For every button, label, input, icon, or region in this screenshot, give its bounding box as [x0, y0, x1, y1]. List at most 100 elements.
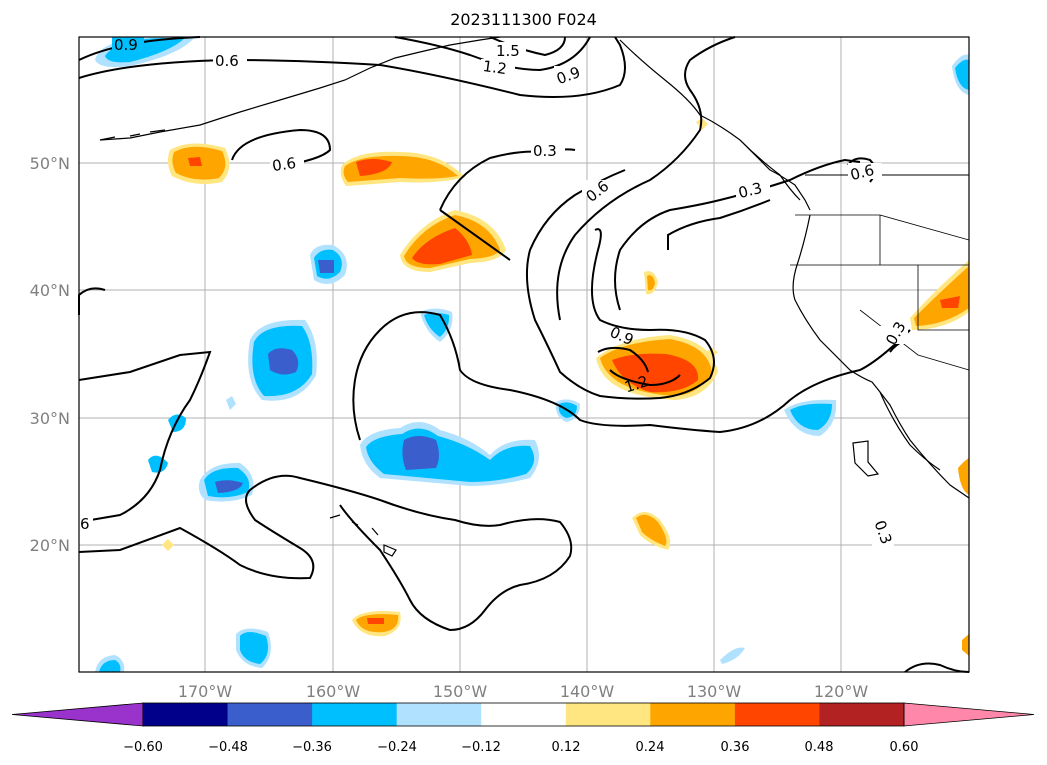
colorbar-tick-label: −0.36 [292, 740, 332, 755]
colorbar-tick-label: 0.12 [552, 740, 581, 755]
map-frame [78, 36, 970, 673]
label-backdrop [270, 155, 304, 171]
colorbar-tick-label: 0.36 [721, 740, 750, 755]
contour-label: 0.6 [215, 52, 239, 70]
contour-label: 0.6 [271, 154, 297, 175]
colorbar-swatch [227, 703, 313, 726]
colorbar-swatch [819, 703, 905, 726]
colorbar-tick-label: −0.60 [123, 740, 163, 755]
positive-anomaly [162, 539, 174, 551]
colorbar-swatches [11, 702, 1035, 727]
map-title: 2023111300 F024 [450, 10, 597, 29]
contours [78, 36, 970, 673]
gridlines [79, 37, 969, 672]
latitude-labels: 50°N 40°N 30°N 20°N [30, 154, 70, 555]
contour-label: 0.6 [848, 161, 876, 184]
label-backdrop [554, 66, 586, 82]
positive-anomaly [356, 159, 392, 176]
latitude-label: 30°N [30, 409, 70, 428]
contour-line [439, 209, 511, 261]
contour-line [667, 199, 771, 250]
contour-label: 1.5 [496, 42, 520, 60]
colorbar-extend-max [903, 702, 1035, 727]
positive-anomaly [958, 458, 969, 495]
negative-anomaly [168, 414, 186, 432]
longitude-label: 120°W [814, 682, 869, 701]
colorbar-frame [142, 702, 905, 727]
label-backdrop [876, 326, 908, 344]
label-backdrop [481, 59, 515, 75]
colorbar-tick-label: 0.24 [636, 740, 665, 755]
longitude-label: 150°W [433, 682, 488, 701]
canada-coastline [739, 139, 811, 211]
negative-anomaly [240, 632, 268, 664]
longitude-label: 170°W [178, 682, 233, 701]
negative-anomaly [148, 455, 168, 473]
negative-anomaly [790, 403, 832, 430]
aleutian-islands [99, 129, 166, 141]
contour-line [78, 474, 573, 632]
colorbar-tick-label: −0.12 [461, 740, 501, 755]
contour-label: 1.2 [482, 57, 508, 78]
contour-label: 0.3 [736, 179, 764, 202]
state-borders [790, 214, 970, 371]
contour-line [231, 128, 332, 167]
contour-label: 6 [80, 515, 90, 533]
colorbar-swatch [312, 703, 398, 726]
negative-anomaly [226, 396, 236, 410]
positive-anomaly [940, 296, 960, 308]
label-backdrop [79, 514, 93, 532]
label-backdrop [531, 142, 565, 158]
coastlines [99, 36, 970, 557]
colorbar-tick-label: −0.48 [208, 740, 248, 755]
contour-line [556, 36, 736, 321]
negative-anomaly [955, 59, 969, 90]
longitude-label: 130°W [687, 682, 742, 701]
contour-line [904, 662, 970, 673]
negative-anomaly [720, 647, 745, 664]
positive-anomaly [612, 353, 699, 393]
contour-line [78, 350, 212, 523]
colorbar-swatch [481, 703, 567, 726]
colorbar-extend-min [11, 702, 144, 727]
alaska-panhandle-coastline [619, 39, 801, 201]
label-backdrop [736, 181, 770, 197]
positive-anomaly [412, 228, 472, 265]
negative-anomaly [402, 436, 439, 470]
colorbar-tick-label: −0.24 [377, 740, 417, 755]
colorbar-tick-label: 0.48 [805, 740, 834, 755]
negative-anomaly [318, 260, 334, 273]
colorbar: −0.60 −0.48 −0.36 −0.24 −0.12 0.12 0.24 … [11, 702, 1035, 755]
label-backdrop [494, 42, 526, 58]
colorbar-ticks: −0.60 −0.48 −0.36 −0.24 −0.12 0.12 0.24 … [123, 740, 918, 755]
contour-line [609, 369, 681, 387]
label-backdrop [582, 180, 616, 196]
baja-california [879, 391, 941, 471]
colorbar-swatch [734, 703, 820, 726]
positive-anomaly [188, 157, 202, 166]
label-backdrop [848, 163, 882, 179]
contour-line [614, 158, 861, 311]
positive-anomaly [962, 634, 969, 656]
positive-anomaly [636, 514, 667, 546]
negative-anomaly [215, 480, 243, 493]
latitude-label: 40°N [30, 281, 70, 300]
west-coast-usa [792, 214, 970, 499]
hawaii-islands [329, 514, 397, 557]
label-backdrop [213, 52, 247, 68]
positive-anomaly [367, 618, 384, 624]
colorbar-swatch [396, 703, 482, 726]
latitude-label: 50°N [30, 154, 70, 173]
label-backdrop [872, 516, 894, 550]
label-backdrop [112, 37, 144, 51]
contour-label: 0.3 [533, 142, 557, 160]
contour-line [352, 311, 911, 441]
positive-anomaly [647, 275, 655, 291]
contour-line [526, 169, 715, 400]
shaded-anomalies [95, 37, 969, 672]
guadalupe-island [852, 440, 880, 477]
colorbar-tick-label: 0.60 [890, 740, 919, 755]
negative-anomaly [99, 660, 121, 672]
longitude-label: 160°W [306, 682, 361, 701]
